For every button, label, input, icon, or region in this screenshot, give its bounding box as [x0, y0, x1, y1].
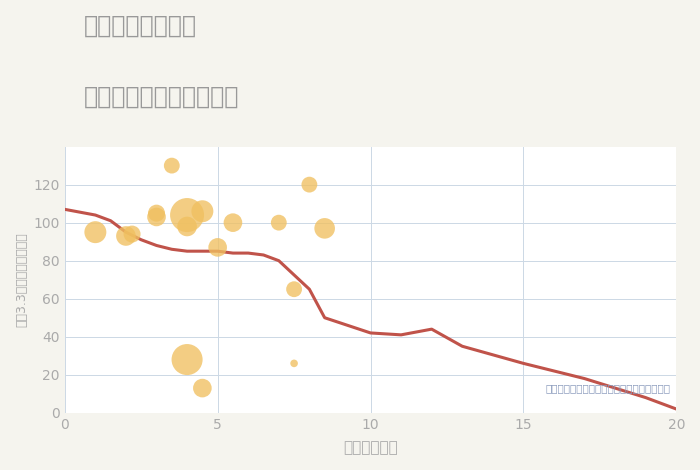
Point	[228, 219, 239, 227]
Text: 円の大きさは、取引のあった物件面積を示す: 円の大きさは、取引のあった物件面積を示す	[546, 384, 671, 393]
Text: 三重県津市牧町の: 三重県津市牧町の	[84, 14, 197, 38]
Y-axis label: 坪（3.3㎡）単価（万円）: 坪（3.3㎡）単価（万円）	[15, 232, 28, 327]
Point	[181, 223, 193, 230]
Point	[151, 210, 162, 217]
Point	[90, 228, 101, 236]
Point	[197, 207, 208, 215]
Text: 駅距離別中古戸建て価格: 駅距離別中古戸建て価格	[84, 85, 239, 109]
Point	[197, 384, 208, 392]
Point	[288, 360, 300, 367]
Point	[151, 213, 162, 221]
Point	[127, 230, 138, 238]
Point	[304, 181, 315, 188]
Point	[212, 243, 223, 251]
Point	[181, 356, 193, 363]
Point	[181, 212, 193, 219]
Point	[319, 225, 330, 232]
Point	[273, 219, 284, 227]
Point	[288, 285, 300, 293]
X-axis label: 駅距離（分）: 駅距離（分）	[343, 440, 398, 455]
Point	[120, 232, 132, 240]
Point	[166, 162, 177, 169]
